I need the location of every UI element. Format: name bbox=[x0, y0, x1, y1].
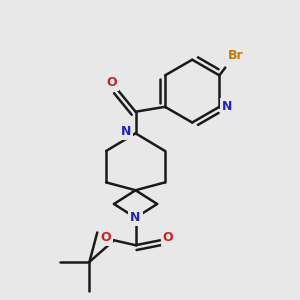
Text: N: N bbox=[130, 211, 141, 224]
Text: O: O bbox=[163, 231, 173, 244]
Text: O: O bbox=[101, 231, 111, 244]
Text: N: N bbox=[222, 100, 232, 113]
Text: N: N bbox=[121, 125, 131, 138]
Text: O: O bbox=[107, 76, 117, 89]
Text: Br: Br bbox=[228, 49, 244, 62]
